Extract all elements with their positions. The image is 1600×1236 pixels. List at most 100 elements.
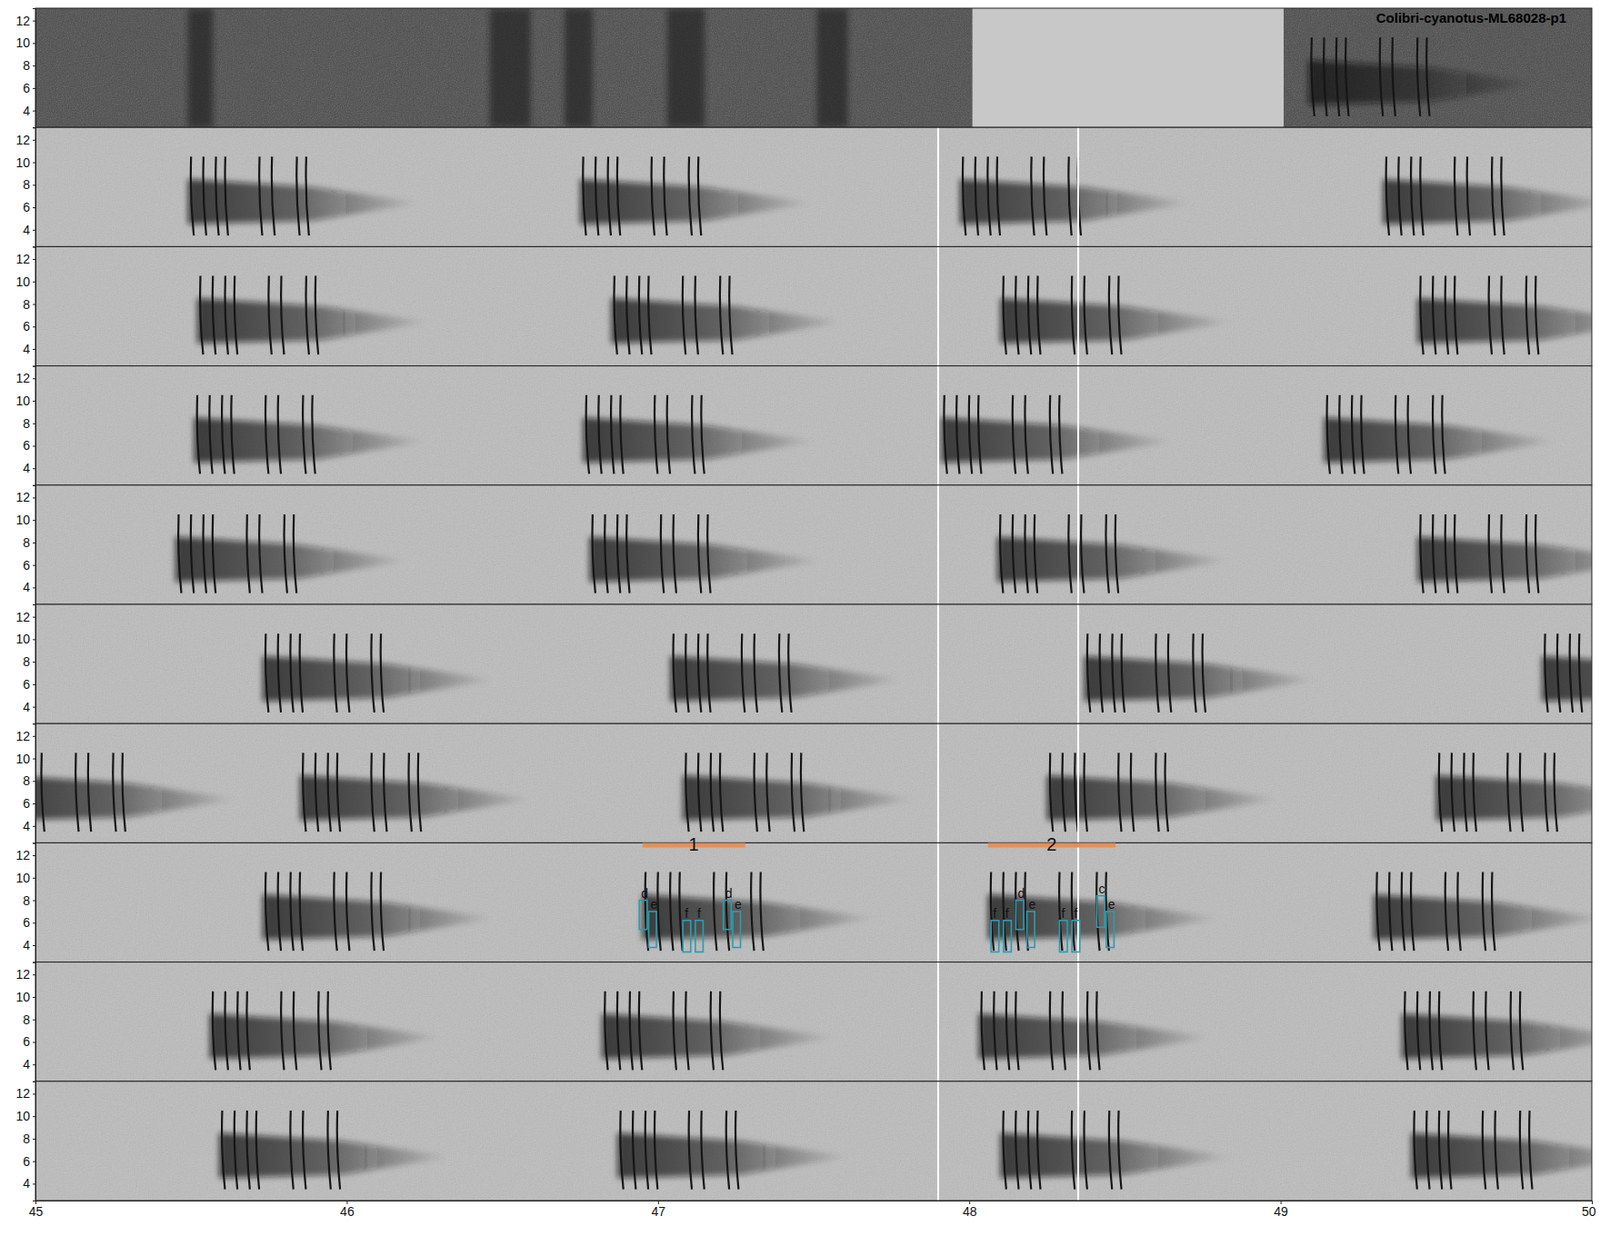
note: [1096, 991, 1100, 1071]
y-tick: 4: [22, 460, 36, 476]
y-tick: 10: [15, 990, 36, 1005]
note: [1445, 276, 1449, 356]
y-tick-mark: [32, 974, 36, 976]
note: [1386, 156, 1390, 236]
song-smear: [580, 179, 814, 225]
y-tick-label: 6: [22, 319, 30, 334]
y-tick-mark: [32, 617, 36, 619]
note: [318, 991, 321, 1071]
note: [779, 633, 782, 713]
x-tick: 47: [651, 1200, 667, 1220]
note: [1327, 395, 1330, 475]
panel-background: [35, 485, 1592, 605]
note: [1339, 395, 1342, 475]
note: [306, 156, 310, 236]
note: [221, 395, 225, 475]
song-smear: [1308, 60, 1542, 106]
note: [710, 752, 714, 832]
note: [689, 1110, 692, 1190]
note: [626, 514, 630, 594]
note: [1544, 752, 1548, 832]
y-tick-mark: [32, 207, 36, 209]
y-tick-mark: [32, 349, 36, 350]
song-smear: [1000, 298, 1234, 344]
syllable-box: [1016, 900, 1025, 930]
note: [1420, 276, 1423, 356]
y-tick-mark: [32, 281, 36, 283]
noise-band: [490, 8, 531, 128]
note: [586, 395, 590, 475]
note: [1570, 633, 1573, 713]
song-smear: [978, 1014, 1212, 1060]
syllable-label: e: [734, 897, 742, 912]
y-tick-label: 6: [22, 1154, 30, 1170]
y-tick-label: 12: [15, 729, 30, 744]
note: [1420, 156, 1423, 236]
y-tick: 8: [22, 773, 36, 789]
y-tick-mark: [32, 42, 36, 44]
y-tick-label: 8: [22, 177, 30, 192]
song-smear: [601, 1014, 836, 1060]
y-axis: 4681012: [15, 1081, 36, 1201]
y-tick-label: 12: [15, 13, 30, 29]
syllable-label: e: [1029, 897, 1037, 912]
note: [237, 991, 240, 1071]
note: [1451, 752, 1455, 832]
y-tick-label: 12: [15, 251, 30, 267]
y-axis-line: [32, 128, 37, 248]
note: [1507, 752, 1510, 832]
note: [1544, 633, 1548, 713]
note: [604, 991, 608, 1071]
note: [280, 276, 284, 356]
x-tick-label: 48: [962, 1204, 978, 1220]
note: [673, 514, 677, 594]
y-tick-mark: [32, 88, 36, 90]
y-tick: 12: [15, 1086, 36, 1101]
note: [685, 991, 689, 1071]
note: [1121, 633, 1125, 713]
note: [1168, 633, 1171, 713]
panel-grain: [35, 1081, 1592, 1201]
note: [654, 1110, 658, 1190]
note: [1118, 1110, 1121, 1190]
y-axis-line: [32, 843, 37, 963]
chart-container: 4681012468101246810124681012468101246810…: [0, 0, 1600, 1236]
note: [1500, 276, 1504, 356]
note: [1084, 1110, 1088, 1190]
y-axis-line: [32, 605, 37, 725]
y-tick: 4: [22, 341, 36, 357]
y-tick: 10: [15, 631, 36, 647]
note: [296, 156, 300, 236]
panel-frame: [35, 604, 1592, 724]
note: [1155, 633, 1159, 713]
note: [311, 395, 315, 475]
note: [1526, 514, 1530, 594]
note: [1391, 37, 1395, 117]
note: [639, 276, 642, 356]
syllable-label: f: [1073, 906, 1078, 921]
note: [660, 514, 664, 594]
y-tick-mark: [32, 304, 36, 306]
spectrogram-svg: 4681012468101246810124681012468101246810…: [0, 0, 1600, 1236]
y-tick-mark: [32, 997, 36, 999]
song-smear: [262, 656, 497, 702]
syllable-box: [732, 911, 741, 949]
y-tick-mark: [32, 1139, 36, 1140]
note: [1028, 276, 1031, 356]
panel-grain: [35, 723, 1592, 843]
note: [1439, 752, 1442, 832]
y-tick: 4: [22, 1176, 36, 1191]
note: [268, 276, 271, 356]
note: [265, 872, 269, 952]
panel-plot: [35, 246, 1592, 366]
y-tick-mark: [32, 945, 36, 947]
note: [224, 991, 228, 1071]
y-tick-mark: [32, 497, 36, 499]
note: [293, 991, 297, 1071]
noise-band: [667, 8, 705, 128]
y-tick-label: 10: [15, 155, 30, 170]
y-tick-label: 10: [15, 990, 30, 1005]
y-tick-mark: [32, 184, 36, 186]
note: [178, 514, 181, 594]
y-tick-label: 8: [22, 1131, 30, 1147]
